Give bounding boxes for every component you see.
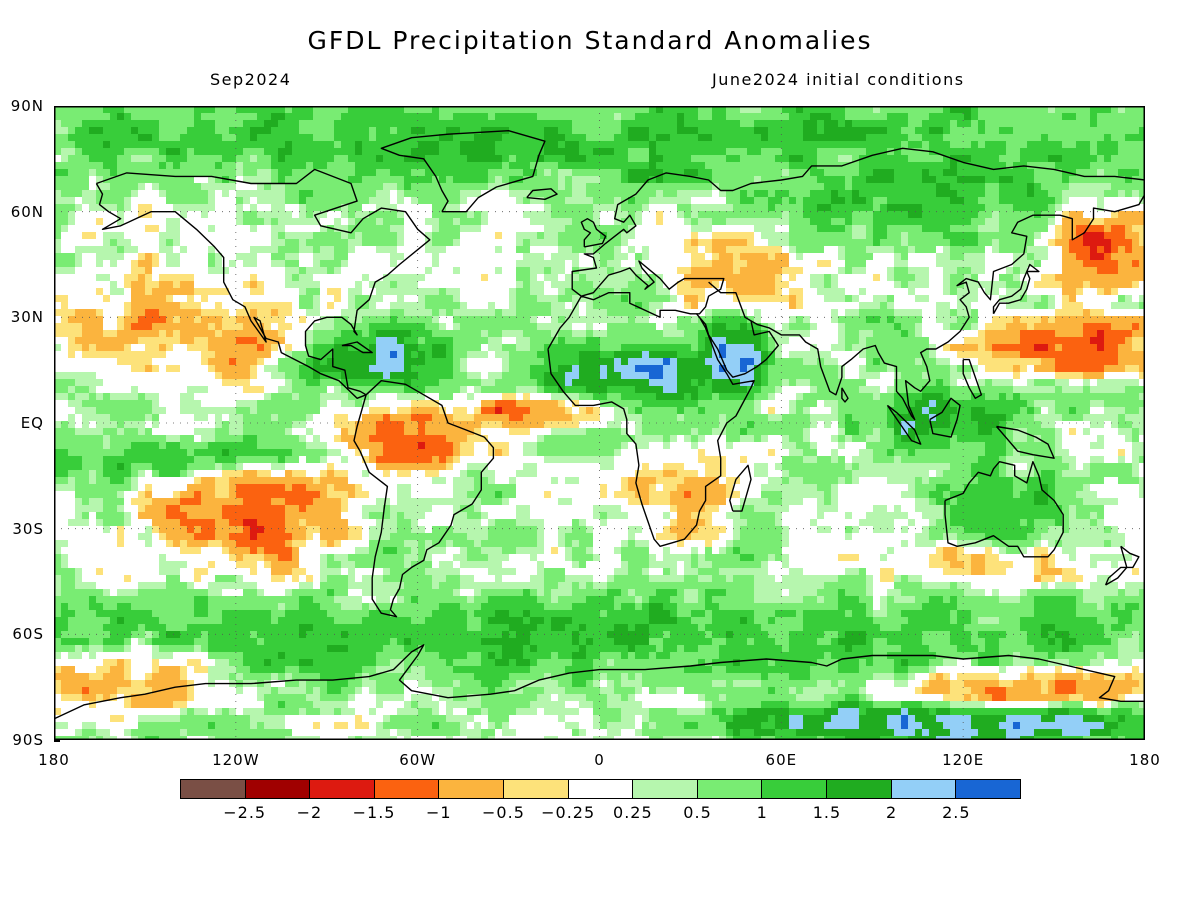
latitude-tick <box>54 740 60 742</box>
longitude-tick-label: 180 <box>1129 751 1161 769</box>
initial-conditions-label: June2024 initial conditions <box>712 70 965 89</box>
coastline-australia <box>944 461 1064 558</box>
colorbar-swatch <box>697 780 763 798</box>
longitude-tick-label: 120W <box>212 751 260 769</box>
coastline-antarctica <box>54 644 1145 720</box>
colorbar-level-label: −2 <box>296 803 323 822</box>
colorbar-swatch <box>181 780 246 798</box>
colorbar <box>180 779 1021 799</box>
colorbar-level-label: 2.5 <box>942 803 971 822</box>
colorbar-swatch <box>374 780 440 798</box>
coastline-iceland <box>526 188 558 201</box>
colorbar-level-label: 1.5 <box>812 803 842 822</box>
colorbar-level-label: 1 <box>756 803 768 822</box>
coastline-arabian-interior <box>708 281 746 318</box>
colorbar-swatch <box>891 780 957 798</box>
colorbar-swatch <box>439 780 505 798</box>
longitude-tick-label: 0 <box>594 751 605 769</box>
latitude-tick-label: 60S <box>12 625 44 644</box>
colorbar-swatch <box>827 780 892 798</box>
colorbar-level-label: −1.5 <box>352 803 396 822</box>
colorbar-swatch <box>245 780 311 798</box>
coastline-new-zealand-south <box>1104 566 1128 586</box>
latitude-tick-label: 30S <box>12 519 44 538</box>
coastline-new-zealand <box>1120 545 1140 569</box>
coastline-cuba <box>341 341 373 354</box>
colorbar-level-label: −0.25 <box>541 803 596 822</box>
latitude-tick-label: 30N <box>10 308 44 327</box>
colorbar-swatch <box>762 780 828 798</box>
coastline-greenland <box>380 130 546 213</box>
coastline-madagascar <box>729 464 752 512</box>
coastline-great-britain <box>580 217 607 248</box>
longitude-tick-label: 60W <box>399 751 437 769</box>
longitude-tick-label: 180 <box>38 751 70 769</box>
coastline-africa-eurasia <box>547 147 1145 547</box>
colorbar-level-label: −1 <box>425 803 452 822</box>
coastline-sumatra <box>886 404 922 445</box>
map-frame <box>54 106 1145 740</box>
coastline-new-guinea <box>995 425 1055 459</box>
latitude-tick-label: EQ <box>20 414 44 432</box>
colorbar-level-label: 2 <box>886 803 898 822</box>
coastline-japan <box>992 263 1040 315</box>
coastline-north-america <box>95 168 431 399</box>
coastline-south-america <box>353 380 495 618</box>
longitude-tick-label: 120E <box>942 751 985 769</box>
colorbar-level-label: −2.5 <box>223 803 267 822</box>
colorbar-swatch <box>568 780 634 798</box>
colorbar-level-label: 0.5 <box>683 803 712 822</box>
latitude-tick-label: 60N <box>10 202 44 221</box>
coastline-philippines <box>962 358 983 399</box>
colorbar-swatch <box>310 780 375 798</box>
valid-month-label: Sep2024 <box>210 70 292 89</box>
map-title: GFDL Precipitation Standard Anomalies <box>307 26 873 55</box>
latitude-tick-label: 90N <box>10 97 44 115</box>
latitude-tick-label: 90S <box>12 731 44 749</box>
colorbar-swatch <box>956 780 1020 798</box>
colorbar-swatch <box>504 780 569 798</box>
colorbar-level-label: 0.25 <box>613 803 653 822</box>
coastline-borneo <box>929 397 961 438</box>
colorbar-level-label: −0.5 <box>482 803 525 822</box>
anomaly-map <box>54 106 1145 740</box>
colorbar-swatch <box>633 780 698 798</box>
coastline-sri-lanka <box>841 387 849 403</box>
longitude-tick-label: 60E <box>765 751 798 769</box>
